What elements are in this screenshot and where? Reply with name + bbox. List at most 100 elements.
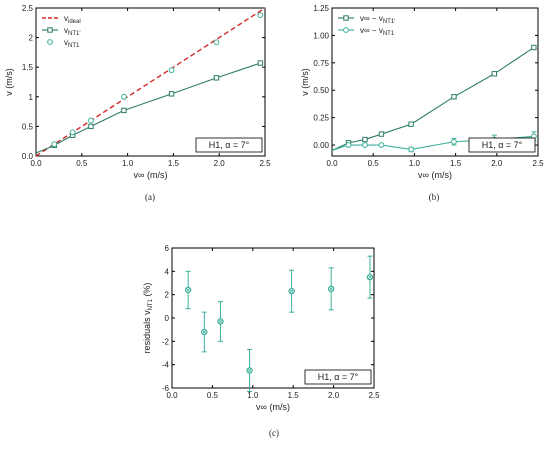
series-line <box>331 47 535 152</box>
legend-label: vNT1' <box>64 26 80 37</box>
data-point <box>378 131 385 137</box>
y-tick-label: 0.00 <box>313 141 329 150</box>
x-tick-label: 2.5 <box>532 159 544 168</box>
annotation-text: H1, α = 7° <box>482 140 523 150</box>
y-tick-label: 6 <box>165 244 170 253</box>
series-1 <box>35 7 266 157</box>
y-tick-label: 0 <box>165 314 170 323</box>
data-point <box>69 129 76 136</box>
series-1 <box>331 44 537 152</box>
x-tick-label: 0.5 <box>76 159 88 168</box>
y-axis-label: residuals vNT1 (%) <box>142 283 154 354</box>
data-point <box>408 146 415 153</box>
data-point <box>408 121 414 127</box>
data-point <box>362 136 368 143</box>
y-tick-label: 2 <box>29 34 34 43</box>
panel-caption: (b) <box>429 192 440 202</box>
data-point-cross <box>202 329 207 335</box>
x-tick-label: 0.5 <box>207 391 219 400</box>
y-tick-label: 0.75 <box>313 59 329 68</box>
x-tick-label: 2.5 <box>259 159 271 168</box>
data-point-cross <box>218 319 223 324</box>
y-axis-label: v (m/s) <box>300 68 310 96</box>
annotation-text: H1, α = 7° <box>209 140 250 150</box>
annotation-box <box>195 137 263 153</box>
data-point-cross <box>367 275 373 280</box>
y-tick-label: 0.0 <box>22 152 34 161</box>
x-tick-label: 0.5 <box>368 159 380 168</box>
legend-label: v∞ − vNT1 <box>360 26 395 37</box>
x-axis-label: v∞ (m/s) <box>418 170 452 180</box>
x-tick-label: 1.5 <box>168 159 180 168</box>
y-axis-label: v (m/s) <box>4 68 14 96</box>
series-line <box>35 62 261 154</box>
data-point <box>257 60 264 66</box>
x-tick-label: 2.5 <box>368 391 380 400</box>
panel-a: 0.0 0.5 1.0 1.5 2.0 2.5 0.0 0.5 1 1.5 2 2.5 v∞ (m/s)… <box>4 4 271 202</box>
data-point <box>362 142 368 148</box>
data-point-cross <box>289 289 294 294</box>
data-point <box>378 142 385 148</box>
x-axis-label: v∞ (m/s) <box>256 402 290 412</box>
series-2 <box>35 60 264 154</box>
series-3 <box>51 12 264 148</box>
legend-swatch-marker <box>343 27 349 33</box>
x-tick-label: 0.0 <box>326 159 338 168</box>
data-point <box>121 107 127 114</box>
x-tick-label: 1.0 <box>247 391 259 400</box>
legend-swatch-marker <box>343 15 349 21</box>
data-point <box>121 93 127 100</box>
legend-swatch-marker <box>47 27 53 33</box>
legend: v∞ − vNT1'v∞ − vNT1 <box>338 14 395 37</box>
y-tick-label: -2 <box>162 337 170 346</box>
series-1 <box>184 255 374 392</box>
x-tick-label: 1.0 <box>122 159 134 168</box>
data-point <box>88 117 94 124</box>
data-point <box>491 71 498 77</box>
y-tick-label: -4 <box>162 361 170 370</box>
annotation-text: H1, α = 7° <box>318 372 359 382</box>
legend-label: videal <box>64 14 81 25</box>
data-point <box>168 67 175 74</box>
data-point <box>213 39 220 46</box>
y-tick-label: 0.25 <box>313 114 329 123</box>
x-tick-label: 0.0 <box>166 391 178 400</box>
annotation-box <box>304 369 372 385</box>
y-tick-label: 1 <box>29 93 34 102</box>
data-point <box>88 123 94 130</box>
y-tick-label: 2.5 <box>22 4 34 13</box>
data-point-cross <box>329 286 334 291</box>
data-point <box>451 138 457 145</box>
ideal-line <box>35 7 266 157</box>
legend-label: vNT1 <box>64 38 80 49</box>
y-tick-label: 1.25 <box>313 4 329 13</box>
panel-caption: (c) <box>269 428 279 438</box>
legend-label: v∞ − vNT1' <box>360 14 395 25</box>
data-point-cross <box>247 368 252 373</box>
y-tick-label: 1.5 <box>22 63 34 72</box>
x-tick-label: 1.5 <box>450 159 462 168</box>
panel-c: 0.0 0.5 1.0 1.5 2.0 2.5 -6 -4 -2 0 2 4 6 v∞ (m/s) resi… <box>142 244 380 438</box>
plot-frame <box>35 7 266 157</box>
y-tick-label: 4 <box>165 267 170 276</box>
data-point <box>168 91 175 97</box>
panel-caption: (a) <box>145 192 155 202</box>
x-tick-label: 2.0 <box>491 159 503 168</box>
data-point-cross <box>186 287 191 293</box>
data-point <box>531 44 537 51</box>
x-tick-label: 2.0 <box>214 159 226 168</box>
plot-frame <box>171 247 375 389</box>
y-tick-label: 0.5 <box>22 122 34 131</box>
panel-b: 0.0 0.5 1.0 1.5 2.0 2.5 0.00 0.25 0.50 0.75 1.00 1.… <box>300 4 544 202</box>
y-tick-label: 0.50 <box>313 86 329 95</box>
y-tick-label: 2 <box>165 291 170 300</box>
data-point <box>345 142 352 148</box>
plot-frame <box>331 7 539 157</box>
x-axis-label: v∞ (m/s) <box>134 170 168 180</box>
x-tick-label: 0.0 <box>30 159 42 168</box>
x-tick-label: 1.0 <box>409 159 421 168</box>
x-tick-label: 2.0 <box>328 391 340 400</box>
y-tick-label: 1.00 <box>313 31 329 40</box>
